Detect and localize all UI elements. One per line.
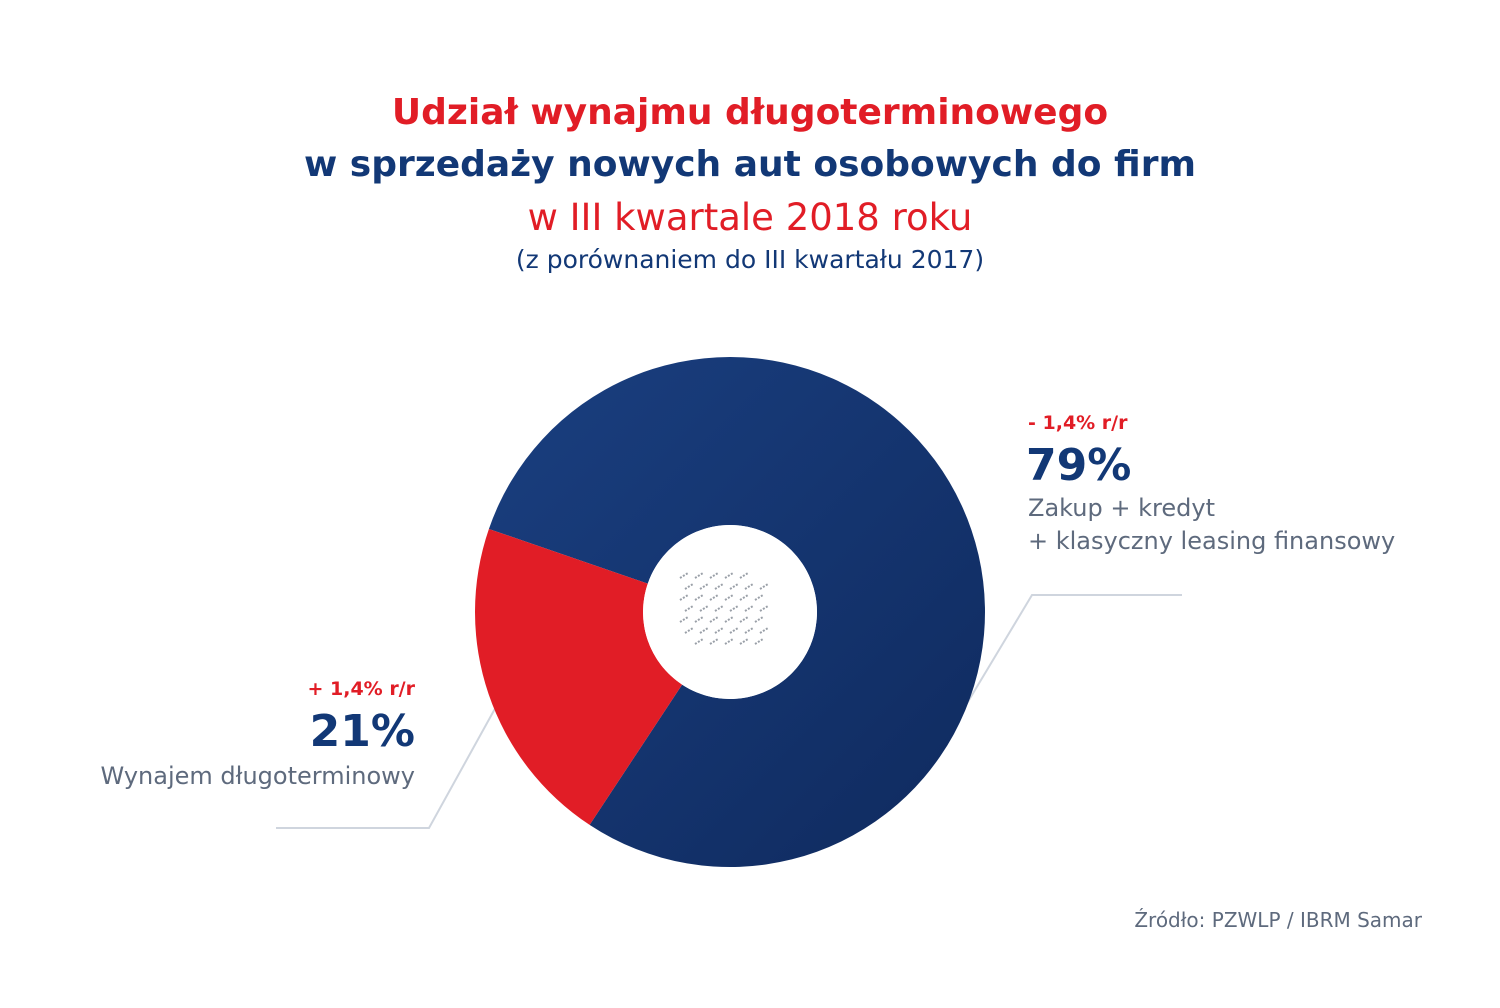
subtitle-period: w III kwartale 2018 roku bbox=[527, 196, 973, 239]
purchase-change: - 1,4% r/r bbox=[1028, 412, 1128, 434]
title-line-2: w sprzedaży nowych aut osobowych do firm bbox=[304, 144, 1196, 185]
map-pattern-icon bbox=[679, 572, 769, 645]
pattern-mark bbox=[739, 594, 749, 601]
pattern-mark bbox=[759, 627, 769, 634]
pattern-mark bbox=[724, 572, 734, 579]
pattern-mark bbox=[714, 627, 724, 634]
pattern-mark bbox=[744, 605, 754, 612]
pattern-mark bbox=[739, 616, 749, 623]
pattern-mark bbox=[679, 616, 689, 623]
pattern-mark bbox=[724, 594, 734, 601]
pattern-mark bbox=[679, 594, 689, 601]
pattern-mark bbox=[709, 616, 719, 623]
purchase-desc-1: Zakup + kredyt bbox=[1028, 494, 1215, 522]
pattern-mark bbox=[709, 572, 719, 579]
pattern-mark bbox=[759, 605, 769, 612]
pattern-mark bbox=[699, 605, 709, 612]
pattern-mark bbox=[699, 583, 709, 590]
pattern-mark bbox=[709, 594, 719, 601]
pattern-mark bbox=[714, 605, 724, 612]
pattern-mark bbox=[699, 627, 709, 634]
pattern-mark bbox=[694, 572, 704, 579]
title-line-1: Udział wynajmu długoterminowego bbox=[391, 92, 1109, 133]
pattern-mark bbox=[724, 638, 734, 645]
pattern-mark bbox=[684, 583, 694, 590]
pattern-mark bbox=[709, 638, 719, 645]
pattern-mark bbox=[694, 616, 704, 623]
leader-line-purchase bbox=[959, 594, 1182, 716]
donut-center bbox=[643, 525, 817, 699]
pattern-mark bbox=[754, 594, 764, 601]
pattern-mark bbox=[684, 627, 694, 634]
slice-rental bbox=[474, 528, 683, 825]
pattern-mark bbox=[744, 627, 754, 634]
source-note: Źródło: PZWLP / IBRM Samar bbox=[1134, 908, 1422, 932]
pattern-mark bbox=[759, 583, 769, 590]
purchase-percent: 79% bbox=[1026, 440, 1132, 491]
pattern-mark bbox=[679, 572, 689, 579]
pattern-mark bbox=[754, 638, 764, 645]
rental-percent: 21% bbox=[309, 706, 415, 757]
slice-purchase bbox=[488, 357, 986, 868]
pattern-mark bbox=[694, 638, 704, 645]
pattern-mark bbox=[729, 605, 739, 612]
purchase-desc-2: + klasyczny leasing finansowy bbox=[1028, 527, 1396, 555]
pattern-mark bbox=[714, 583, 724, 590]
rental-desc: Wynajem długoterminowy bbox=[100, 762, 415, 790]
pattern-mark bbox=[739, 638, 749, 645]
pattern-mark bbox=[739, 572, 749, 579]
pattern-mark bbox=[744, 583, 754, 590]
pattern-mark bbox=[754, 616, 764, 623]
pattern-mark bbox=[729, 583, 739, 590]
pattern-mark bbox=[729, 627, 739, 634]
pattern-mark bbox=[694, 594, 704, 601]
pattern-mark bbox=[724, 616, 734, 623]
rental-change: + 1,4% r/r bbox=[307, 678, 415, 700]
subtitle-comparison: (z porównaniem do III kwartału 2017) bbox=[515, 245, 985, 274]
pattern-mark bbox=[684, 605, 694, 612]
leader-line-rental bbox=[276, 704, 498, 829]
